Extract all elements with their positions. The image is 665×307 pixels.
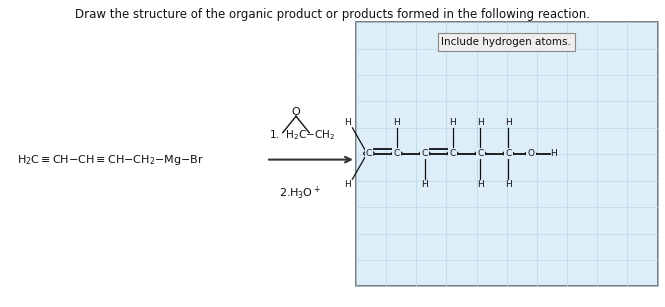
Text: H: H — [477, 180, 484, 188]
Circle shape — [525, 151, 536, 156]
Text: C: C — [450, 149, 456, 158]
Circle shape — [392, 151, 402, 156]
Circle shape — [364, 151, 374, 156]
Circle shape — [475, 151, 486, 156]
Text: C: C — [505, 149, 511, 158]
Text: C: C — [422, 149, 428, 158]
Text: H: H — [505, 119, 512, 127]
Text: Include hydrogen atoms.: Include hydrogen atoms. — [442, 37, 571, 47]
Text: O: O — [527, 149, 534, 158]
Text: H: H — [477, 119, 484, 127]
Text: O: O — [292, 107, 301, 117]
Text: H: H — [505, 180, 512, 188]
Text: C: C — [394, 149, 400, 158]
Text: Draw the structure of the organic product or products formed in the following re: Draw the structure of the organic produc… — [75, 8, 590, 21]
Circle shape — [420, 151, 430, 156]
Text: C: C — [366, 149, 372, 158]
Text: H: H — [450, 119, 456, 127]
Circle shape — [448, 151, 458, 156]
Text: 1.  H$_2$C$-$CH$_2$: 1. H$_2$C$-$CH$_2$ — [269, 128, 336, 142]
FancyBboxPatch shape — [356, 22, 658, 286]
Text: H: H — [550, 149, 557, 158]
Text: H$_2$C$\equiv$CH$-$CH$\equiv$CH$-$CH$_2$$-$Mg$-$Br: H$_2$C$\equiv$CH$-$CH$\equiv$CH$-$CH$_2$… — [17, 153, 204, 167]
Text: H: H — [344, 180, 350, 188]
Circle shape — [503, 151, 513, 156]
Text: H: H — [344, 119, 350, 127]
Text: C: C — [477, 149, 483, 158]
Text: H: H — [422, 180, 428, 188]
Text: 2.H$_3$O$^+$: 2.H$_3$O$^+$ — [279, 185, 321, 202]
Text: H: H — [394, 119, 400, 127]
